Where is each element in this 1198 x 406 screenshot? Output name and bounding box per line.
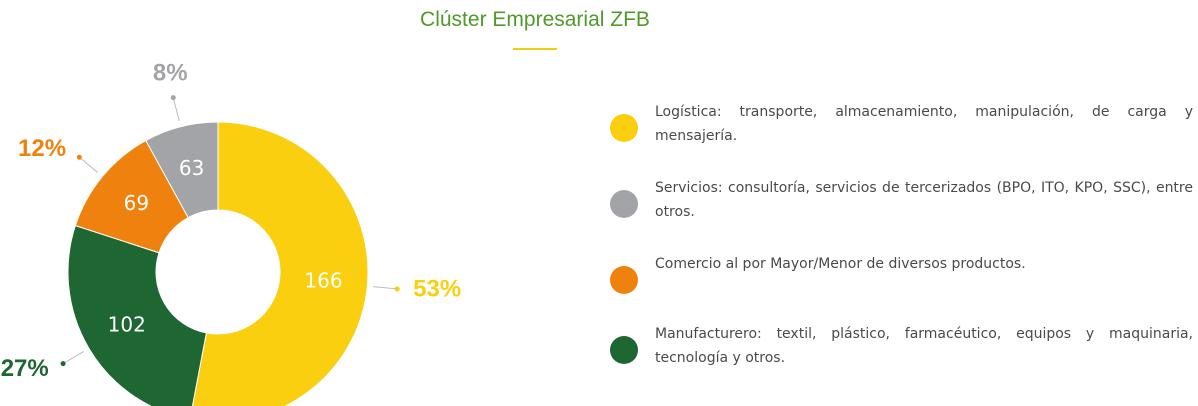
percent-label: 53% bbox=[413, 275, 461, 302]
leader-line bbox=[373, 286, 398, 290]
pie-slice bbox=[67, 225, 207, 406]
chart-title: Clúster Empresarial ZFB bbox=[420, 8, 650, 31]
slice-count: 63 bbox=[179, 156, 204, 180]
title-underline bbox=[513, 48, 557, 50]
slice-count: 166 bbox=[304, 268, 342, 292]
slice-count: 69 bbox=[124, 191, 149, 215]
percent-label: 27% bbox=[1, 355, 49, 382]
leader-line bbox=[62, 350, 84, 365]
legend-label: Manufacturero: textil, plástico, farmacé… bbox=[655, 326, 1193, 366]
legend-swatch bbox=[610, 114, 638, 142]
pie-slice bbox=[74, 139, 189, 254]
legend-label: Comercio al por Mayor/Menor de diversos … bbox=[655, 256, 1026, 272]
pie-slice bbox=[145, 121, 219, 219]
leader-line bbox=[78, 156, 99, 173]
percent-label: 8% bbox=[153, 59, 188, 86]
leader-dot bbox=[76, 154, 82, 160]
leader-dot bbox=[60, 361, 66, 367]
legend-swatch bbox=[610, 190, 638, 218]
legend-swatch bbox=[610, 266, 638, 294]
legend-swatch bbox=[610, 336, 638, 364]
legend-label: Servicios: consultoría, servicios de ter… bbox=[655, 180, 1193, 220]
leader-dot bbox=[394, 286, 400, 292]
legend-label: Logística: transporte, almacenamiento, m… bbox=[655, 104, 1193, 144]
percent-label: 12% bbox=[18, 135, 66, 162]
pie-slice bbox=[191, 121, 369, 406]
leader-line bbox=[172, 97, 180, 122]
slice-count: 102 bbox=[108, 312, 146, 336]
leader-dot bbox=[170, 95, 176, 101]
